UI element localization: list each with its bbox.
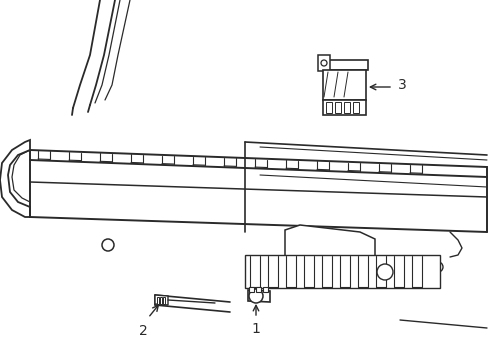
Polygon shape [323, 100, 366, 115]
Circle shape [377, 264, 393, 280]
Polygon shape [318, 55, 330, 71]
Polygon shape [344, 102, 350, 113]
Circle shape [249, 289, 263, 303]
Bar [160, 297, 162, 304]
Text: 3: 3 [398, 78, 407, 92]
Bar [249, 287, 254, 292]
Polygon shape [155, 295, 168, 305]
Circle shape [321, 60, 327, 66]
Polygon shape [0, 140, 30, 217]
Bar [157, 297, 159, 304]
Text: 1: 1 [251, 322, 261, 336]
Polygon shape [353, 102, 359, 113]
Text: 2: 2 [139, 324, 147, 338]
Polygon shape [30, 150, 487, 177]
Polygon shape [326, 102, 332, 113]
Polygon shape [323, 70, 366, 100]
Polygon shape [335, 102, 341, 113]
Bar [163, 297, 165, 304]
Circle shape [102, 239, 114, 251]
Polygon shape [285, 225, 375, 272]
Circle shape [433, 262, 443, 272]
Polygon shape [245, 255, 440, 288]
Bar [256, 287, 261, 292]
Bar [263, 287, 268, 292]
Polygon shape [323, 60, 368, 70]
Polygon shape [248, 290, 270, 302]
